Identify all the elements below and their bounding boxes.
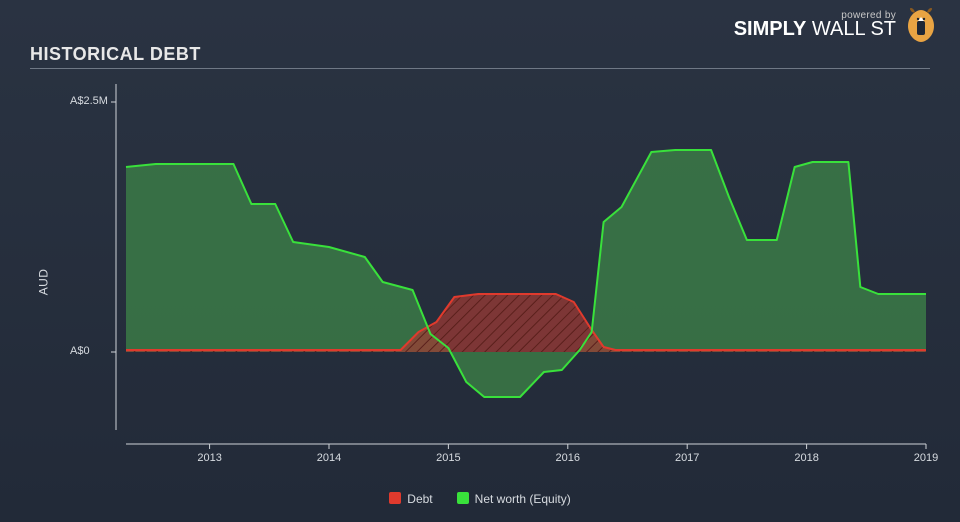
chart-title: HISTORICAL DEBT bbox=[30, 44, 201, 65]
x-tick-label: 2016 bbox=[556, 452, 580, 464]
x-tick-label: 2014 bbox=[317, 452, 341, 464]
legend-label: Debt bbox=[407, 492, 432, 506]
legend-swatch bbox=[457, 492, 469, 504]
brand-text: powered by SIMPLY WALL ST bbox=[734, 11, 896, 40]
brand-name-left: SIMPLY bbox=[734, 18, 807, 40]
y-axis-label: AUD bbox=[36, 269, 50, 296]
chart-container: AUD A$0A$2.5M201320142015201620172018201… bbox=[30, 82, 930, 482]
y-tick-label: A$0 bbox=[70, 345, 90, 357]
x-tick-label: 2013 bbox=[197, 452, 221, 464]
x-tick-label: 2017 bbox=[675, 452, 699, 464]
brand-name: SIMPLY WALL ST bbox=[734, 20, 896, 39]
x-tick-label: 2018 bbox=[794, 452, 818, 464]
equity-area bbox=[126, 150, 926, 397]
legend-item-debt: Debt bbox=[389, 492, 432, 506]
legend-swatch bbox=[389, 492, 401, 504]
chart-legend: Debt Net worth (Equity) bbox=[0, 492, 960, 506]
brand-logo-icon bbox=[904, 6, 938, 44]
brand-badge: powered by SIMPLY WALL ST bbox=[734, 6, 938, 44]
x-tick-label: 2019 bbox=[914, 452, 938, 464]
title-divider bbox=[30, 68, 930, 69]
area-chart bbox=[30, 82, 930, 462]
legend-item-equity: Net worth (Equity) bbox=[457, 492, 571, 506]
y-tick-label: A$2.5M bbox=[70, 95, 108, 107]
brand-name-right: WALL ST bbox=[812, 18, 896, 40]
x-tick-label: 2015 bbox=[436, 452, 460, 464]
legend-label: Net worth (Equity) bbox=[475, 492, 571, 506]
